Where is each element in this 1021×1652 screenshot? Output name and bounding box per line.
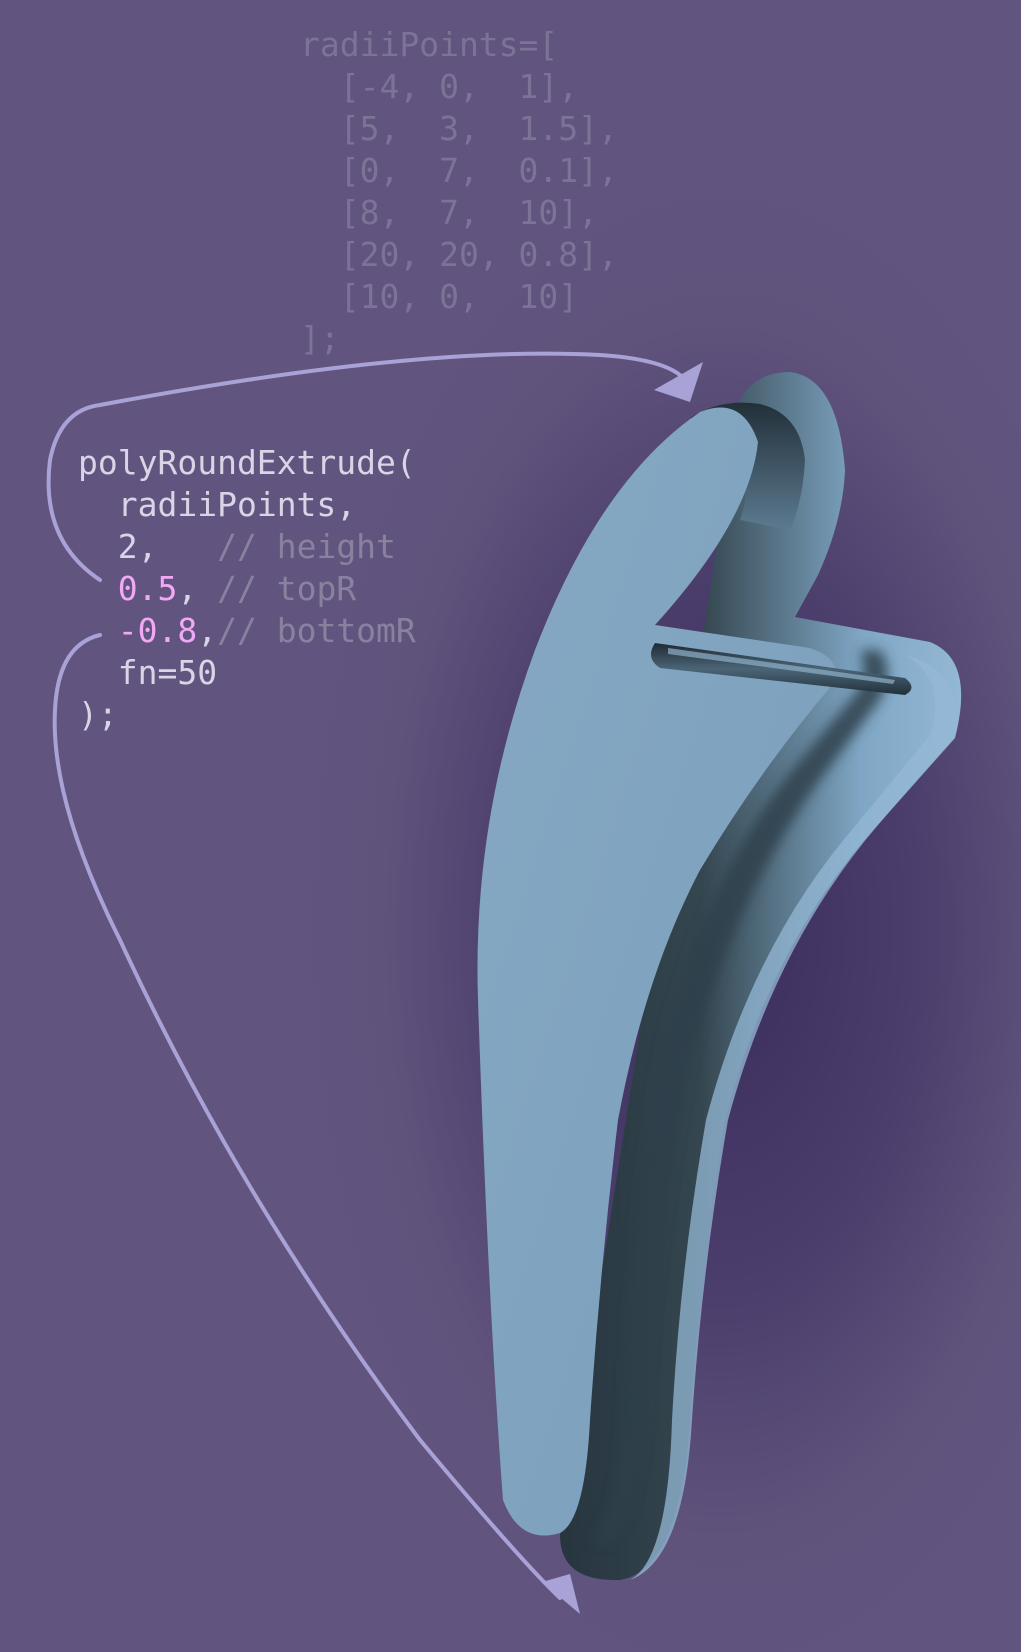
top-arrow-head — [654, 362, 703, 402]
arg-height-line: 2, // height — [78, 526, 416, 568]
poly-round-extrude-code: polyRoundExtrude( radiiPoints, 2, // hei… — [78, 442, 416, 736]
radii-row: [5, 3, 1.5], — [300, 108, 618, 150]
radii-points-code: radiiPoints=[ [-4, 0, 1], [5, 3, 1.5], [… — [300, 24, 618, 360]
function-open-line: polyRoundExtrude( — [78, 443, 416, 482]
comment-top-r: // topR — [217, 569, 357, 608]
arg-bottom-r-line: -0.8,// bottomR — [117, 611, 416, 650]
radii-open-line: radiiPoints=[ — [300, 25, 559, 64]
comment-height: // height — [217, 527, 396, 566]
radii-row-text: [10, 0, 10] — [339, 277, 579, 316]
radii-row-text: [5, 3, 1.5], — [339, 109, 618, 148]
arg-top-r-line: 0.5, // topR — [117, 569, 357, 608]
top-arrow-line — [46, 351, 692, 582]
shape-front-face — [477, 407, 836, 1536]
radii-row-text: [0, 7, 0.1], — [339, 151, 618, 190]
arg-points: radiiPoints, — [117, 485, 357, 524]
arg-fn: fn=50 — [117, 653, 218, 692]
arg-points-line: radiiPoints, — [78, 484, 416, 526]
comment-bottom-r: // bottomR — [217, 611, 416, 650]
radii-row: [0, 7, 0.1], — [300, 150, 618, 192]
radii-row-text: [8, 7, 10], — [339, 193, 599, 232]
radii-row-text: [20, 20, 0.8], — [339, 235, 618, 274]
arg-top-r: 0.5 — [117, 569, 178, 608]
bottom-arrow-line — [52, 633, 562, 1600]
arg-height: 2, — [117, 527, 158, 566]
bottom-arrow-head — [542, 1574, 580, 1614]
radii-row: [8, 7, 10], — [300, 192, 618, 234]
shape-rim-highlight — [630, 655, 957, 1580]
shape-notch-highlight — [668, 648, 895, 684]
arg-fn-line: fn=50 — [78, 652, 416, 694]
function-close-line: ); — [78, 695, 118, 734]
arg-bottom-r: -0.8 — [117, 611, 198, 650]
radii-row: [-4, 0, 1], — [300, 66, 618, 108]
radii-row-text: [-4, 0, 1], — [339, 67, 579, 106]
radii-row: [20, 20, 0.8], — [300, 234, 618, 276]
radii-close-line: ]; — [300, 319, 340, 358]
radii-row: [10, 0, 10] — [300, 276, 618, 318]
